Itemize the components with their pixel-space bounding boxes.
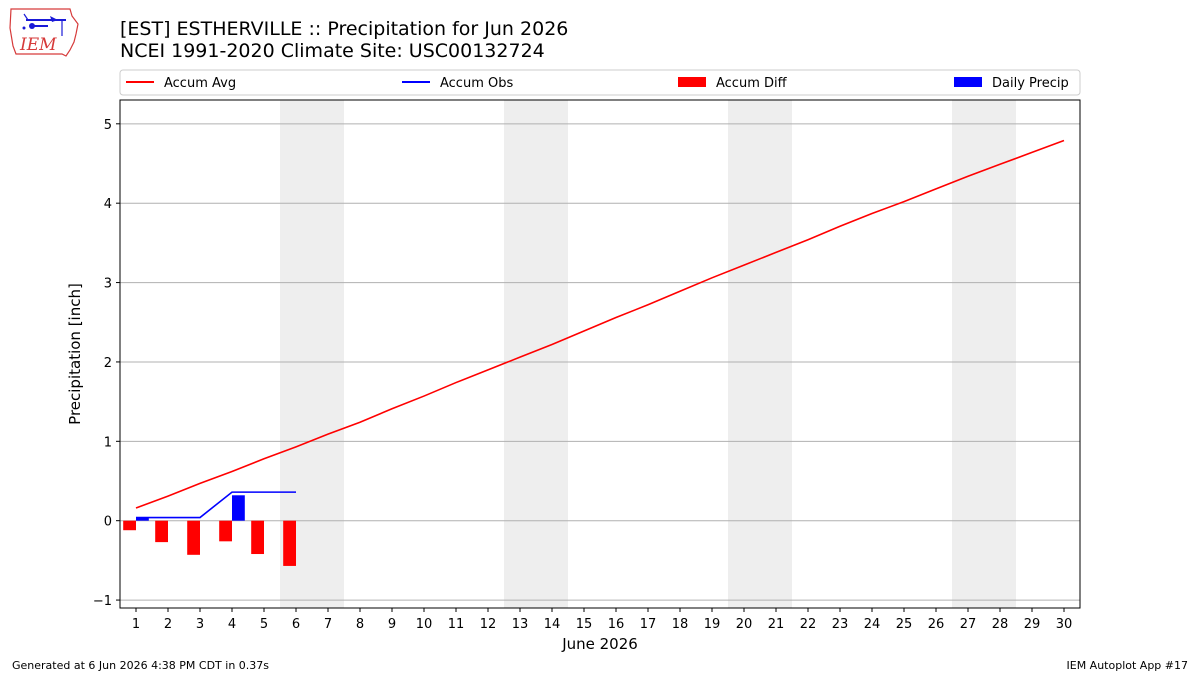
accum-diff-bar-6 xyxy=(283,520,296,566)
daily-precip-bar-1 xyxy=(136,517,149,521)
legend-label: Accum Avg xyxy=(164,76,236,91)
x-tick-label: 8 xyxy=(356,617,364,632)
daily-precip-bar-4 xyxy=(232,495,245,521)
x-tick-label: 26 xyxy=(928,617,945,632)
x-tick-label: 14 xyxy=(544,617,561,632)
legend: Accum Avg Accum Obs Accum Diff Daily Precip xyxy=(119,69,1081,96)
accum-obs-line xyxy=(136,491,296,519)
generated-timestamp: Generated at 6 Jun 2026 4:38 PM CDT in 0… xyxy=(12,659,270,672)
legend-label: Daily Precip xyxy=(992,76,1069,91)
x-tick-label: 24 xyxy=(864,617,881,632)
x-tick-label: 17 xyxy=(640,617,657,632)
x-tick-label: 18 xyxy=(672,617,689,632)
x-tick-label: 11 xyxy=(448,617,465,632)
y-tick-label: 0 xyxy=(104,515,112,530)
x-tick-label: 9 xyxy=(388,617,396,632)
logo-text: IEM xyxy=(19,35,57,55)
x-tick-label: 1 xyxy=(132,617,140,632)
legend-swatch xyxy=(678,77,706,87)
legend-swatch xyxy=(954,77,982,87)
x-tick-label: 21 xyxy=(768,617,785,632)
legend-label: Accum Obs xyxy=(440,76,513,91)
x-tick-label: 19 xyxy=(704,617,721,632)
weekend-shade-3 xyxy=(728,100,792,608)
x-tick-label: 12 xyxy=(480,617,497,632)
x-tick-label: 22 xyxy=(800,617,817,632)
weekend-shade-4 xyxy=(952,100,1016,608)
y-tick-label: −1 xyxy=(93,594,112,609)
x-tick-label: 16 xyxy=(608,617,625,632)
x-tick-label: 30 xyxy=(1056,617,1073,632)
accum-avg-line xyxy=(135,139,1065,509)
weekend-shade-2 xyxy=(504,100,568,608)
x-tick-label: 28 xyxy=(992,617,1009,632)
y-tick-label: 4 xyxy=(104,197,112,212)
accum-diff-bar-1 xyxy=(123,520,136,531)
x-axis-label: June 2026 xyxy=(561,635,638,653)
x-tick-label: 29 xyxy=(1024,617,1041,632)
legend-label: Accum Diff xyxy=(716,76,788,91)
y-tick-label: 2 xyxy=(104,356,112,371)
y-tick-label: 1 xyxy=(104,435,112,450)
chart-subtitle: NCEI 1991-2020 Climate Site: USC00132724 xyxy=(120,40,545,62)
x-tick-label: 6 xyxy=(292,617,300,632)
x-tick-label: 7 xyxy=(324,617,332,632)
accum-diff-bar-4 xyxy=(219,520,232,542)
app-label: IEM Autoplot App #17 xyxy=(1066,659,1189,672)
y-tick-label: 3 xyxy=(104,277,112,292)
chart-title: [EST] ESTHERVILLE :: Precipitation for J… xyxy=(120,18,569,40)
x-tick-label: 5 xyxy=(260,617,268,632)
accum-diff-bar-2 xyxy=(155,520,168,543)
accum-diff-bar-5 xyxy=(251,520,264,555)
x-tick-label: 27 xyxy=(960,617,977,632)
x-tick-label: 3 xyxy=(196,617,204,632)
x-tick-label: 4 xyxy=(228,617,236,632)
x-tick-label: 25 xyxy=(896,617,913,632)
x-tick-label: 20 xyxy=(736,617,753,632)
iem-logo: IEM xyxy=(8,6,80,60)
x-tick-label: 13 xyxy=(512,617,529,632)
x-tick-label: 23 xyxy=(832,617,849,632)
legend-box xyxy=(119,69,1081,96)
y-tick-label: 5 xyxy=(104,118,112,133)
x-tick-label: 10 xyxy=(416,617,433,632)
x-tick-label: 2 xyxy=(164,617,172,632)
plot-frame xyxy=(119,99,1081,609)
accum-diff-bar-3 xyxy=(187,520,200,555)
x-tick-label: 15 xyxy=(576,617,593,632)
y-axis-label: Precipitation [inch] xyxy=(66,283,84,425)
